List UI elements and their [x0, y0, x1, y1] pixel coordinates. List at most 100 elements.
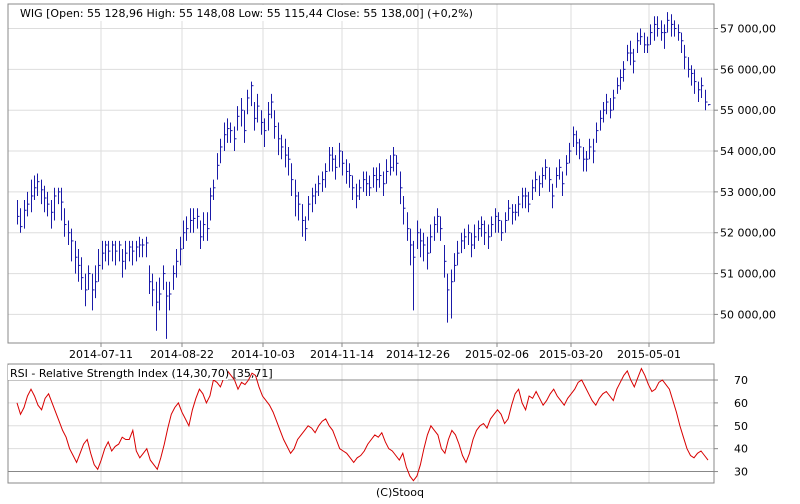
ohlc-bar-203: [705, 89, 708, 111]
rsi-y-tick-label-2: 50: [734, 420, 748, 433]
ohlc-bar-7: [41, 179, 44, 205]
ohlc-bar-33: [129, 240, 132, 262]
ohlc-bar-100: [356, 183, 359, 209]
ohlc-bar-172: [600, 110, 603, 131]
ohlc-bar-145: [508, 200, 511, 221]
ohlc-bar-199: [691, 65, 694, 86]
ohlc-bar-83: [298, 191, 301, 221]
ohlc-bar-64: [234, 126, 237, 152]
ohlc-bar-158: [552, 183, 555, 209]
price-y-tick-labels: 50 000,00 51 000,00 52 000,00 53 000,00 54 0…: [714, 23, 776, 321]
ohlc-bar-57: [210, 187, 213, 221]
x-tick-label-6: 2015-03-20: [539, 348, 603, 361]
ohlc-bar-106: [376, 167, 379, 192]
ohlc-bar-192: [667, 12, 670, 33]
ohlc-bar-204: [708, 104, 711, 106]
ohlc-bar-16: [71, 228, 74, 262]
ohlc-bar-89: [318, 175, 321, 196]
ohlc-bar-174: [606, 93, 609, 115]
ohlc-bar-94: [335, 155, 338, 180]
ohlc-bar-54: [200, 220, 203, 250]
ohlc-bar-91: [325, 163, 328, 188]
price-y-tick-label-0: 50 000,00: [720, 308, 776, 321]
ohlc-bar-25: [102, 240, 105, 270]
ohlc-bar-171: [596, 122, 599, 143]
ohlc-bar-36: [139, 236, 142, 258]
ohlc-bar-42: [159, 277, 162, 311]
ohlc-bar-187: [650, 24, 653, 45]
ohlc-bar-165: [576, 130, 579, 156]
ohlc-bar-114: [403, 195, 406, 225]
ohlc-bar-191: [664, 24, 667, 49]
ohlc-bar-58: [213, 179, 216, 201]
ohlc-bar-73: [264, 118, 267, 147]
ohlc-bar-147: [515, 204, 518, 221]
ohlc-bar-186: [647, 36, 650, 54]
ohlc-bar-194: [674, 20, 677, 37]
ohlc-bar-144: [505, 212, 508, 233]
ohlc-bar-82: [295, 179, 298, 217]
ohlc-bar-182: [633, 48, 636, 74]
ohlc-bar-104: [369, 175, 372, 196]
ohlc-bar-153: [535, 171, 538, 192]
ohlc-bar-80: [288, 146, 291, 176]
price-y-tick-label-7: 57 000,00: [720, 23, 776, 36]
ohlc-bar-167: [583, 146, 586, 172]
ohlc-bar-150: [525, 187, 528, 209]
ohlc-bar-162: [566, 155, 569, 176]
ohlc-bar-30: [119, 240, 122, 262]
ohlc-bar-40: [152, 273, 155, 307]
ohlc-bar-8: [44, 185, 47, 213]
ohlc-bar-184: [640, 28, 643, 45]
rsi-series: [16, 367, 709, 482]
price-y-tick-label-5: 55 000,00: [720, 104, 776, 117]
ohlc-bar-115: [407, 212, 410, 241]
ohlc-bar-177: [617, 77, 620, 94]
ohlc-bar-120: [423, 232, 426, 262]
ohlc-bar-127: [447, 273, 450, 323]
ohlc-bar-67: [244, 110, 247, 143]
ohlc-bar-29: [115, 240, 118, 266]
ohlc-bar-22: [92, 273, 95, 311]
ohlc-bar-32: [125, 240, 128, 270]
ohlc-bar-202: [701, 77, 704, 98]
price-grid: [8, 4, 714, 343]
ohlc-bar-175: [610, 97, 613, 119]
ohlc-bar-45: [169, 281, 172, 311]
ohlc-bar-66: [241, 97, 244, 127]
ohlc-bar-195: [678, 24, 681, 41]
ohlc-bar-129: [454, 253, 457, 282]
ohlc-bar-136: [478, 220, 481, 241]
ohlc-bar-152: [532, 179, 535, 201]
ohlc-bar-11: [54, 187, 57, 221]
ohlc-bar-50: [186, 216, 189, 241]
ohlc-bar-2: [24, 200, 27, 229]
ohlc-bar-134: [471, 232, 474, 258]
ohlc-bar-180: [627, 44, 630, 62]
ohlc-bar-170: [593, 138, 596, 164]
ohlc-bar-111: [393, 146, 396, 172]
ohlc-bar-112: [396, 155, 399, 176]
ohlc-bar-44: [166, 281, 169, 339]
ohlc-bar-4: [31, 179, 34, 213]
ohlc-bar-139: [488, 224, 491, 250]
price-y-tick-label-2: 52 000,00: [720, 227, 776, 240]
ohlc-bar-119: [420, 228, 423, 258]
ohlc-bar-39: [149, 265, 152, 294]
ohlc-bar-55: [203, 212, 206, 241]
x-tick-label-1: 2014-08-22: [150, 348, 214, 361]
ohlc-bar-43: [163, 265, 166, 290]
ohlc-bar-142: [498, 212, 501, 233]
price-y-tick-label-1: 51 000,00: [720, 268, 776, 281]
x-tick-label-5: 2015-02-06: [465, 348, 529, 361]
rsi-panel-title: RSI - Relative Strength Index (14,30,70)…: [10, 367, 273, 380]
ohlc-bar-23: [95, 265, 98, 299]
ohlc-bar-84: [302, 204, 305, 237]
ohlc-bar-117: [413, 240, 416, 311]
ohlc-bar-86: [308, 195, 311, 221]
ohlc-bar-188: [654, 16, 657, 41]
ohlc-bar-41: [156, 281, 159, 331]
ohlc-bar-56: [207, 212, 210, 241]
ohlc-bar-151: [528, 191, 531, 213]
